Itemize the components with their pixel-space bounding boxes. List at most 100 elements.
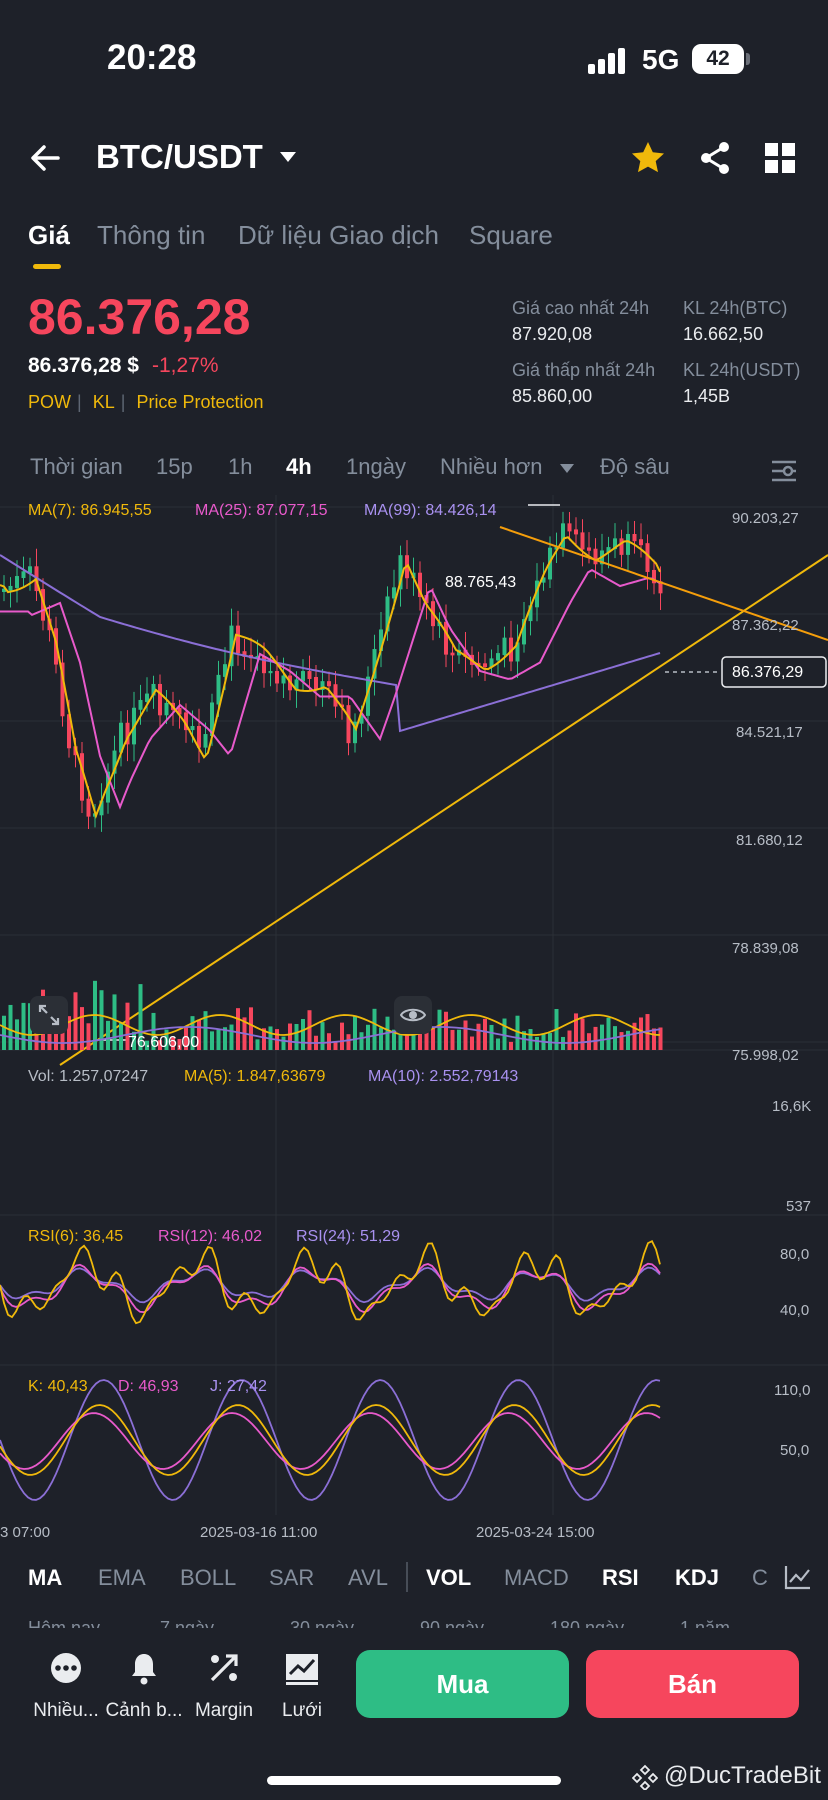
margin-icon[interactable] [206, 1650, 242, 1686]
more-caret-icon[interactable] [560, 464, 574, 474]
candle-body [184, 712, 188, 731]
tab-info[interactable]: Thông tin [97, 220, 206, 250]
tab-trading-data[interactable]: Dữ liệu Giao dịch [238, 220, 439, 250]
battery-icon: 42 [692, 44, 744, 74]
indicator-ma[interactable]: MA [28, 1565, 63, 1590]
volume-bar [379, 1027, 383, 1050]
support-trendline [59, 554, 828, 1066]
kdj-j-line [0, 1379, 661, 1501]
tag-kl[interactable]: KL [92, 392, 115, 412]
volume-bar [2, 1015, 6, 1050]
bell-icon[interactable] [126, 1650, 162, 1686]
volume-bar [606, 1017, 611, 1050]
interval-1d[interactable]: 1ngày [346, 454, 406, 479]
indicator-macd[interactable]: MACD [504, 1565, 569, 1590]
volume-bar [535, 1036, 539, 1050]
volume-bar [567, 1030, 572, 1050]
volume-bar [145, 1040, 149, 1050]
tag-pow[interactable]: POW [28, 392, 71, 412]
visibility-button[interactable] [394, 996, 432, 1034]
volume-bar [320, 1022, 325, 1050]
volume-bar [80, 1007, 84, 1050]
interval-more[interactable]: Nhiều hơn [440, 454, 543, 479]
candlestick-chart[interactable] [0, 495, 828, 1530]
chart-settings-icon[interactable] [770, 458, 798, 484]
volume-bar [457, 1029, 461, 1050]
volume-bar [164, 1029, 169, 1050]
volume-bar [301, 1018, 305, 1050]
candle-body [645, 543, 650, 572]
volume-bar [359, 1032, 364, 1050]
candle-body [489, 658, 494, 668]
volume-bar [372, 1008, 377, 1050]
grid-icon[interactable] [764, 142, 796, 174]
indicator-rsi[interactable]: RSI [602, 1565, 639, 1590]
pair-title[interactable]: BTC/USDT [96, 138, 263, 175]
candle-body [158, 683, 162, 716]
nav-more[interactable]: Nhiều... [33, 1700, 99, 1721]
candles [2, 511, 663, 832]
favorite-star-icon[interactable] [630, 140, 666, 176]
rsi6-legend: RSI(6): 36,45 [28, 1228, 124, 1245]
tab-square[interactable]: Square [469, 220, 553, 250]
share-icon[interactable] [697, 140, 733, 176]
indicator-vol[interactable]: VOL [426, 1565, 472, 1590]
vol-tick: 16,6K [772, 1098, 812, 1115]
sell-button[interactable]: Bán [586, 1650, 799, 1718]
grid-bot-icon[interactable] [284, 1650, 320, 1686]
volume-bar [639, 1017, 643, 1050]
indicator-ema[interactable]: EMA [98, 1565, 146, 1590]
interval-15m[interactable]: 15p [156, 454, 193, 479]
ma7-line [0, 536, 661, 819]
candle-body [379, 629, 383, 652]
chevron-down-icon[interactable] [280, 152, 296, 162]
status-time: 20:28 [107, 38, 197, 77]
interval-4h[interactable]: 4h [286, 454, 312, 479]
low-marker: 76.606,00 [128, 1034, 200, 1051]
more-dots-icon[interactable] [48, 1650, 84, 1686]
candle-body [197, 726, 201, 748]
candle-body [450, 652, 455, 656]
candle-body [398, 555, 403, 590]
kdj-k-line [0, 1404, 661, 1476]
indicator-more[interactable]: C [752, 1565, 768, 1590]
price-tick: 81.680,12 [736, 832, 803, 849]
candle-body [307, 671, 312, 679]
volume-bar [294, 1023, 299, 1050]
volume-bar [398, 1020, 403, 1050]
candle-body [463, 649, 468, 657]
interval-depth[interactable]: Độ sâu [600, 454, 670, 479]
volume-bar [476, 1023, 481, 1050]
expand-icon [38, 1004, 60, 1026]
nav-grid[interactable]: Lưới [282, 1700, 322, 1721]
nav-alerts[interactable]: Cảnh b... [105, 1700, 183, 1721]
indicator-kdj[interactable]: KDJ [675, 1565, 720, 1590]
volume-bar [600, 1024, 604, 1050]
interval-time[interactable]: Thời gian [30, 454, 123, 479]
indicator-sar[interactable]: SAR [269, 1565, 315, 1590]
candle-body [138, 699, 143, 710]
volume-bar [437, 1009, 442, 1050]
kdj-d-legend: D: 46,93 [118, 1378, 179, 1395]
price-tick: 78.839,08 [732, 940, 799, 957]
binance-logo-icon [632, 1764, 658, 1790]
high-marker: 88.765,43 [445, 574, 517, 591]
candle-body [223, 664, 227, 677]
indicator-boll[interactable]: BOLL [180, 1565, 237, 1590]
back-arrow-icon[interactable] [28, 140, 64, 176]
interval-1h[interactable]: 1h [228, 454, 253, 479]
price-tick: 75.998,02 [732, 1047, 799, 1064]
price-change: -1,27% [152, 354, 219, 377]
candle-body [67, 714, 71, 749]
last-price-tag: 86.376,29 [732, 664, 804, 681]
candle-body [320, 681, 325, 690]
indicator-settings-icon[interactable] [784, 1564, 812, 1590]
nav-margin[interactable]: Margin [194, 1700, 254, 1721]
buy-button[interactable]: Mua [356, 1650, 569, 1718]
last-price: 86.376,28 [28, 289, 251, 345]
volume-bar [197, 1019, 201, 1050]
tag-price-protection[interactable]: Price Protection [136, 392, 264, 412]
fullscreen-button[interactable] [30, 996, 68, 1034]
tab-price[interactable]: Giá [28, 220, 70, 250]
indicator-avl[interactable]: AVL [348, 1565, 388, 1590]
